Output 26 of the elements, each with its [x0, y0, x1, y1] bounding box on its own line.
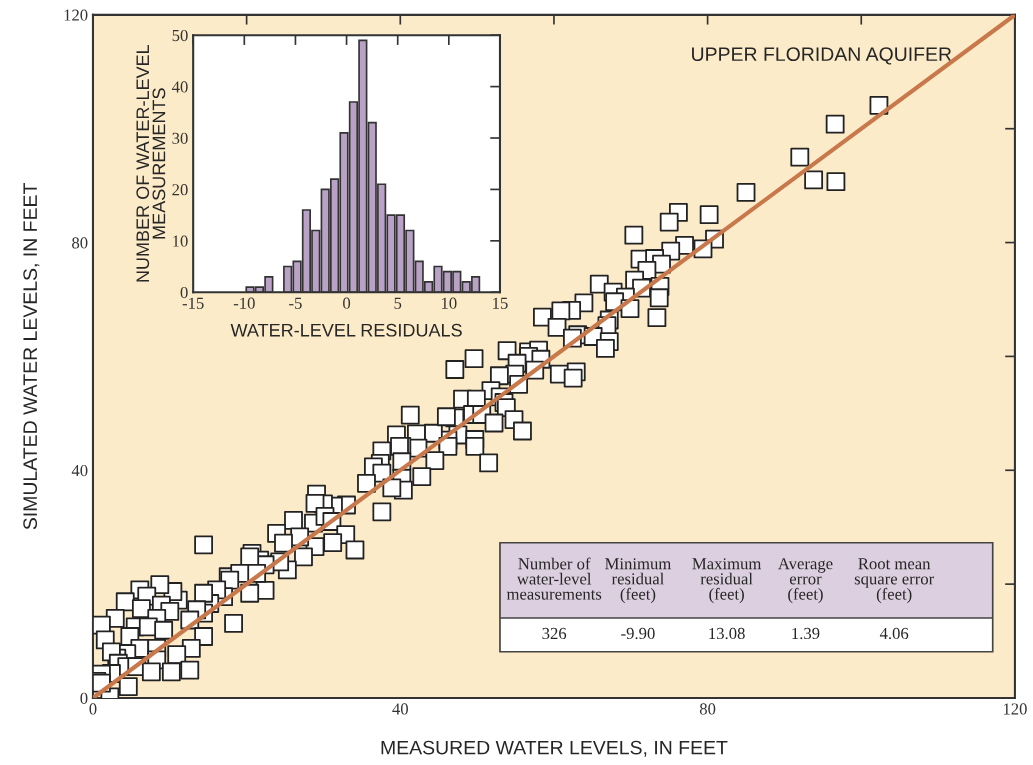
y-axis-title: NUMBER OF WATER-LEVEL MEASUREMENTS — [136, 44, 166, 282]
x-tick-label: 0 — [89, 703, 97, 715]
y-tick-label: 0 — [80, 692, 88, 704]
x-tick-label: 10 — [441, 297, 457, 309]
x-tick-label: 40 — [392, 703, 408, 715]
x-tick-label: -10 — [233, 297, 255, 309]
y-tick-label: 20 — [172, 184, 188, 196]
y-tick-label: 50 — [172, 29, 188, 42]
y-tick-label: 120 — [64, 9, 88, 21]
y-tick-label: 0 — [180, 286, 188, 299]
y-tick-label: 80 — [72, 237, 88, 249]
x-tick-label: 80 — [699, 703, 716, 715]
x-tick-label: -5 — [289, 297, 302, 309]
text: UPPER FLORIDAN AQUIFER — [692, 47, 952, 65]
x-axis-title: MEASURED WATER LEVELS, IN FEET — [381, 740, 728, 757]
y-tick-label: 30 — [172, 132, 188, 144]
y-tick-label: 10 — [173, 235, 188, 247]
x-tick-label: 5 — [394, 297, 402, 309]
x-axis-title: WATER-LEVEL RESIDUALS — [230, 323, 462, 337]
x-tick-label: 0 — [343, 297, 351, 309]
y-tick-label: 40 — [171, 81, 188, 93]
y-axis-title: SIMULATED WATER LEVELS, IN FEET — [23, 183, 40, 530]
x-tick-label: 15 — [493, 297, 508, 309]
y-tick-label: 40 — [71, 464, 88, 477]
x-tick-label: 120 — [1003, 703, 1027, 715]
x-tick-label: -15 — [182, 297, 204, 309]
